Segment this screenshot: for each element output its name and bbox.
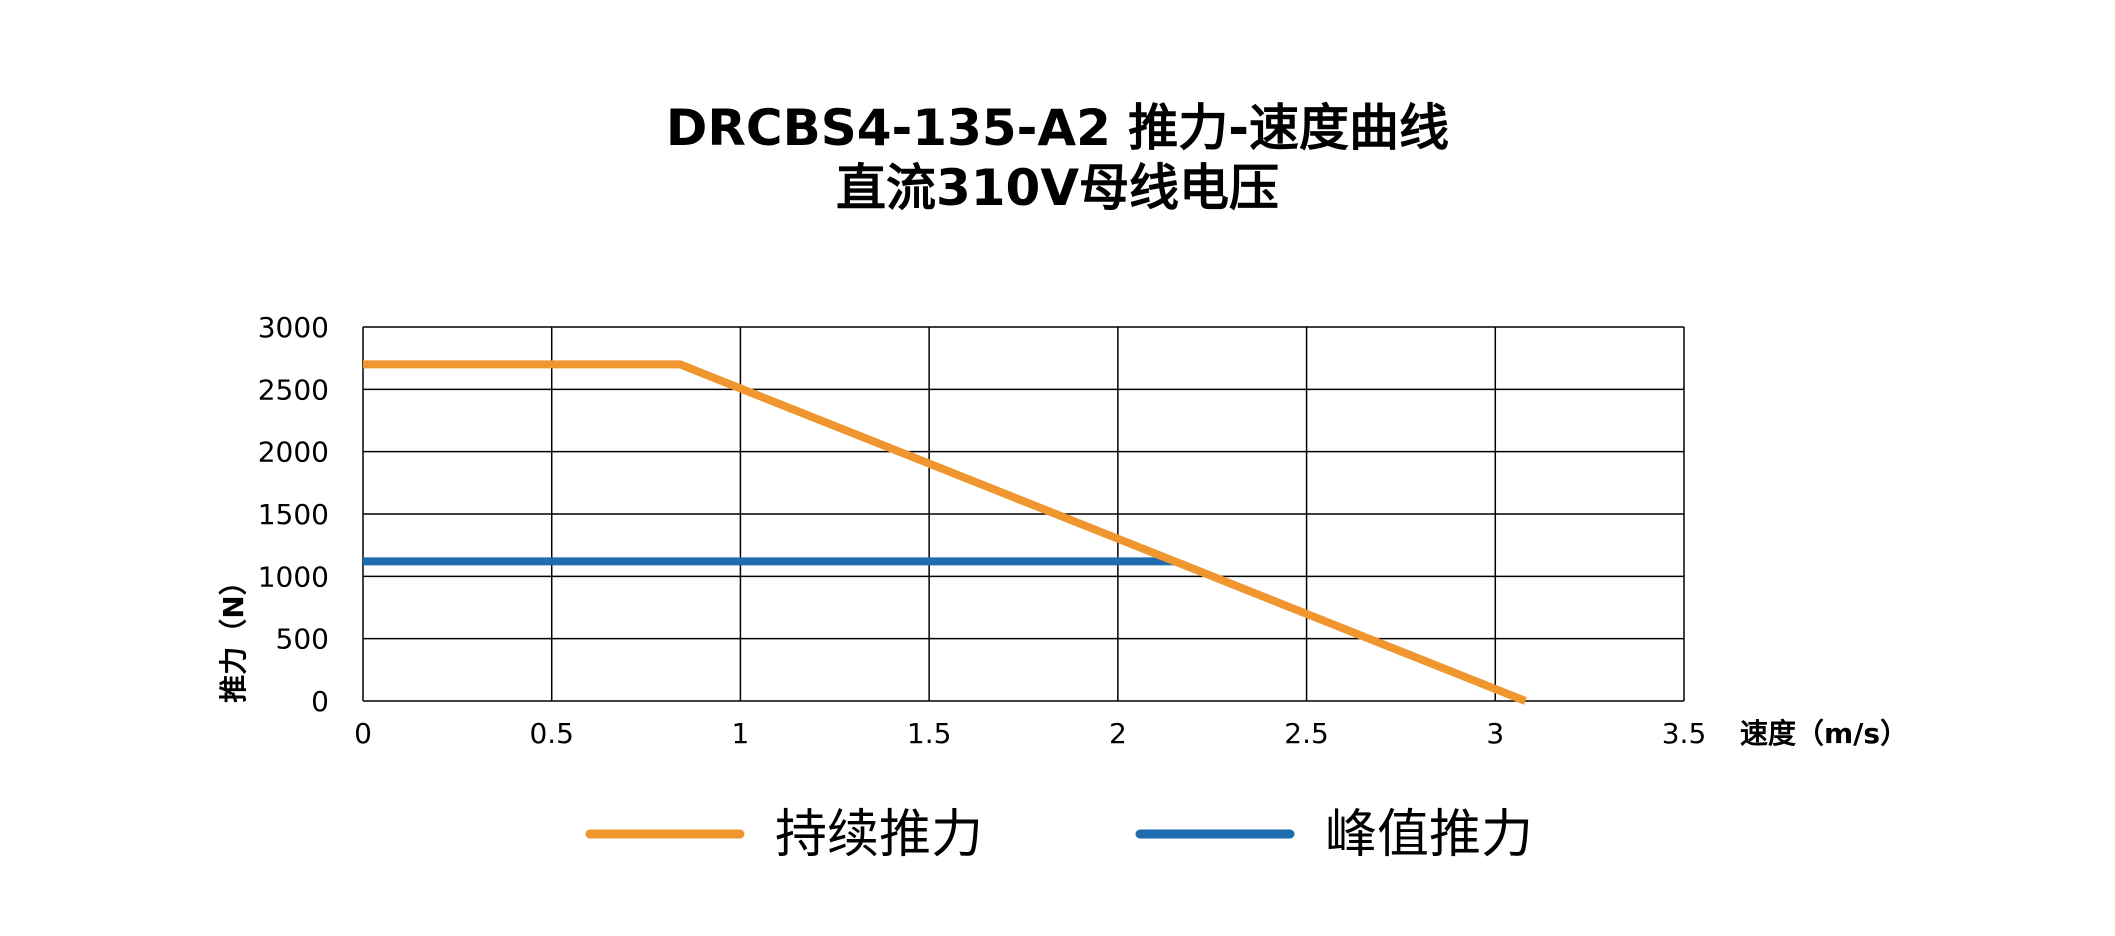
x-tick-label: 0	[354, 717, 372, 750]
y-tick-label: 1000	[258, 560, 329, 593]
y-tick-label: 500	[276, 623, 329, 656]
grid	[362, 326, 1685, 702]
x-tick-label: 1	[732, 717, 750, 750]
y-tick-labels: 0 500 1000 1500 2000 2500 3000	[258, 311, 329, 718]
x-tick-label: 0.5	[529, 717, 574, 750]
series-line-0	[363, 360, 1527, 705]
y-tick-label: 2000	[258, 436, 329, 469]
chart-subtitle: 直流310V母线电压	[835, 159, 1280, 217]
x-tick-labels: 0 0.5 1 1.5 2 2.5 3 3.5	[354, 717, 1706, 750]
x-axis-title: 速度（m/s）	[1740, 717, 1908, 750]
y-tick-label: 2500	[258, 373, 329, 406]
x-tick-label: 3.5	[1662, 717, 1707, 750]
y-tick-label: 1500	[258, 498, 329, 531]
x-tick-label: 3	[1486, 717, 1504, 750]
y-tick-label: 0	[311, 685, 329, 718]
x-tick-label: 2	[1109, 717, 1127, 750]
legend-label-1: 峰值推力	[1325, 805, 1533, 865]
y-axis-title: 推力（N）	[217, 567, 250, 702]
chart-title: DRCBS4-135-A2 推力-速度曲线	[665, 99, 1450, 157]
y-tick-label: 3000	[258, 311, 329, 344]
x-tick-label: 2.5	[1284, 717, 1329, 750]
legend-label-0: 持续推力	[775, 805, 983, 865]
x-tick-label: 1.5	[907, 717, 952, 750]
legend: 持续推力 峰值推力	[585, 805, 1533, 865]
series-layer	[363, 360, 1527, 705]
